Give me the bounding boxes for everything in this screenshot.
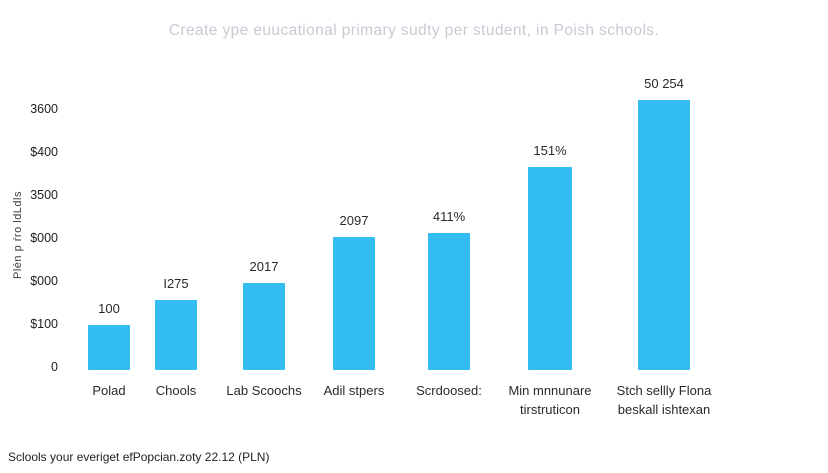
- y-tick-label: $100: [30, 317, 58, 331]
- x-axis-label: Chools: [155, 383, 197, 398]
- x-axis-label: Scrdoosed:: [416, 383, 482, 398]
- x-axis-label: Polad: [92, 383, 126, 398]
- bar-value-label: 2017: [249, 259, 279, 274]
- x-axis-label: Adil stpers: [323, 383, 385, 398]
- chart-title: Create ype euucational primary sudty per…: [168, 22, 660, 39]
- bar: [155, 300, 197, 370]
- x-axis-label: Min mnnunare tirstruticon: [508, 383, 592, 417]
- bar-value-label: 100: [98, 301, 120, 316]
- bar: [528, 167, 572, 370]
- bar-value-label: 411%: [432, 209, 466, 224]
- bar-value-label: 50 254: [644, 76, 684, 91]
- bar: [88, 325, 130, 370]
- bar-value-label: 2097: [339, 213, 369, 228]
- bar-value-label: I275: [163, 276, 189, 291]
- footnote: Sclools your everiget efPopcian.zoty 22.…: [8, 450, 270, 464]
- x-axis-label: Stch sellly Flona beskall ishtexan: [616, 383, 712, 417]
- bar-value-label: 151%: [533, 143, 567, 158]
- x-axis-label: Lab Scoochs: [226, 383, 302, 398]
- y-tick-label: 3600: [30, 102, 58, 116]
- y-tick-label: $000: [30, 274, 58, 288]
- bar: [428, 233, 470, 370]
- bar: [333, 237, 375, 370]
- y-tick-label: 3500: [30, 188, 58, 202]
- y-tick-label: $400: [30, 145, 58, 159]
- bar: [243, 283, 285, 370]
- bar: [638, 100, 690, 370]
- y-tick-label: $000: [30, 231, 58, 245]
- y-tick-label: 0: [51, 360, 58, 374]
